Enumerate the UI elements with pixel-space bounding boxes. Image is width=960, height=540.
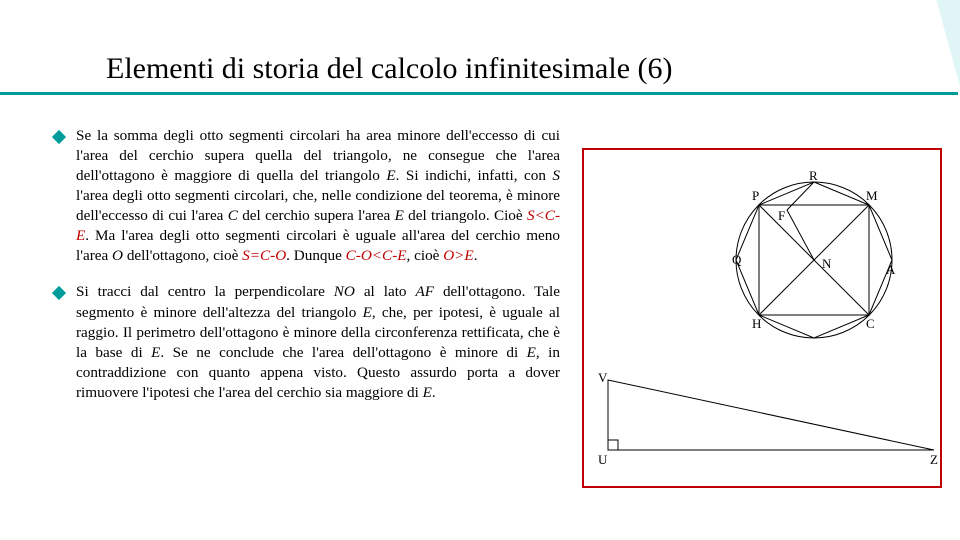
svg-text:F: F <box>778 208 785 223</box>
paragraph-1: Se la somma degli otto segmenti circolar… <box>76 126 560 266</box>
svg-text:R: R <box>809 168 818 183</box>
paragraph-2: Si tracci dal centro la perpendicolare N… <box>76 282 560 402</box>
svg-text:C: C <box>866 316 875 331</box>
geometry-figure: P R M Q F N H C A V U Z <box>584 150 944 490</box>
bullet-item: Se la somma degli otto segmenti circolar… <box>54 126 560 266</box>
svg-text:Z: Z <box>930 452 938 467</box>
svg-text:N: N <box>822 256 832 271</box>
svg-text:A: A <box>886 262 896 277</box>
slide: Elementi di storia del calcolo infinites… <box>0 0 960 540</box>
svg-text:U: U <box>598 452 608 467</box>
svg-text:V: V <box>598 370 608 385</box>
title-underline <box>0 92 958 95</box>
svg-text:P: P <box>752 188 759 203</box>
slide-title: Elementi di storia del calcolo infinites… <box>106 52 672 86</box>
svg-text:Q: Q <box>732 252 742 267</box>
svg-text:M: M <box>866 188 878 203</box>
figure-box: P R M Q F N H C A V U Z <box>582 148 942 488</box>
bullet-icon <box>52 286 66 300</box>
body-content: Se la somma degli otto segmenti circolar… <box>54 126 560 419</box>
bullet-item: Si tracci dal centro la perpendicolare N… <box>54 282 560 402</box>
bullet-icon <box>52 130 66 144</box>
svg-text:H: H <box>752 316 761 331</box>
